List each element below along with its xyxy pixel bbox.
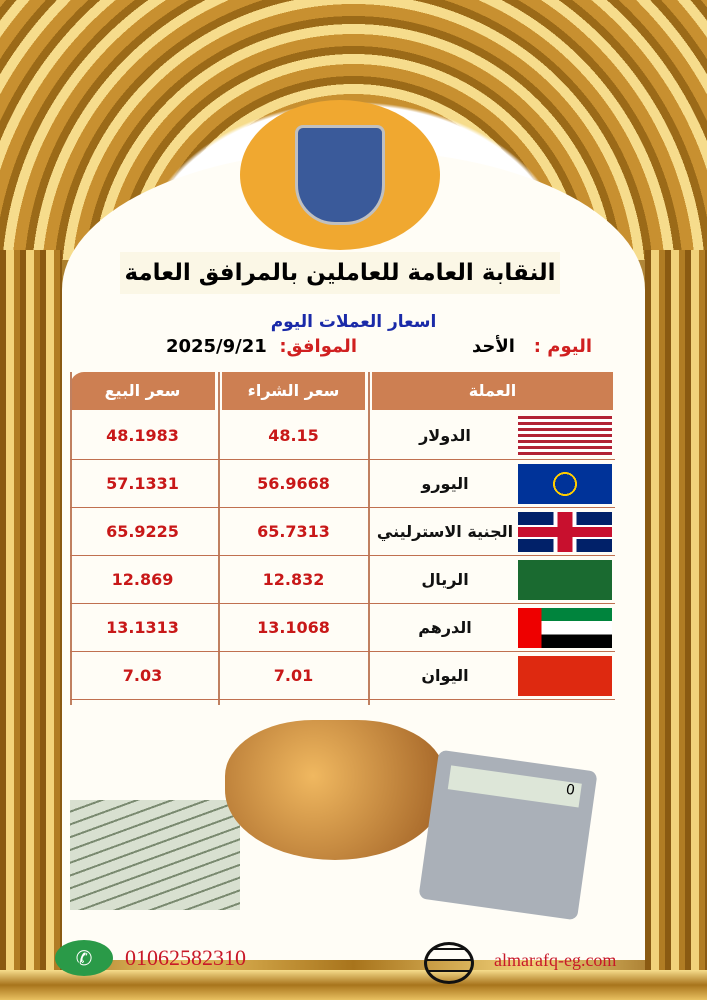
currency-row: 13.1313 13.1068 الدرهم (70, 604, 615, 652)
buy-price: 12.832 (262, 570, 325, 589)
currency-name: الريال (421, 570, 469, 589)
divider (70, 372, 72, 705)
currency-name: الجنية الاسترليني (376, 522, 514, 541)
calculator-display: 0 (447, 765, 582, 808)
uae-flag-icon (518, 608, 612, 648)
header-sell: سعر البيع (70, 372, 215, 410)
whatsapp-icon: ✆ (55, 940, 113, 976)
eu-flag-icon (518, 464, 612, 504)
date-value: 2025/9/21 (165, 336, 267, 357)
china-flag-icon (518, 656, 612, 696)
buy-price: 65.7313 (257, 522, 330, 541)
currency-name: اليوان (421, 666, 469, 685)
currency-row: 7.03 7.01 اليوان (70, 652, 615, 700)
buy-price: 56.9668 (257, 474, 330, 493)
sell-price: 48.1983 (106, 426, 179, 445)
right-pillar (645, 250, 707, 970)
globe-icon (424, 942, 474, 984)
gold-pot-image (225, 720, 445, 860)
cash-stack-image (70, 800, 240, 910)
currency-row: 65.9225 65.7313 الجنية الاسترليني (70, 508, 615, 556)
us-flag-icon (518, 416, 612, 456)
currency-row: 12.869 12.832 الريال (70, 556, 615, 604)
date-field: الموافق: 2025/9/21 (166, 336, 357, 357)
day-label: اليوم : (533, 336, 592, 357)
header-currency: العملة (372, 372, 613, 410)
date-label: الموافق: (279, 336, 357, 357)
union-logo (240, 100, 440, 250)
currency-name: اليورو (421, 474, 469, 493)
subtitle: اسعار العملات اليوم (270, 312, 437, 332)
sell-price: 7.03 (122, 666, 163, 685)
calculator-image: 0 (418, 749, 598, 921)
uk-flag-icon (518, 512, 612, 552)
phone-number: 01062582310 (125, 945, 246, 970)
sell-price: 12.869 (111, 570, 174, 589)
buy-price: 13.1068 (257, 618, 330, 637)
currency-row: 48.1983 48.15 الدولار (70, 412, 615, 460)
sell-price: 13.1313 (106, 618, 179, 637)
left-pillar (0, 250, 62, 970)
day-value: الأحد (472, 336, 515, 357)
sell-price: 57.1331 (106, 474, 179, 493)
page-title: النقابة العامة للعاملين بالمرافق العامة (120, 252, 560, 294)
bottom-frame (0, 970, 707, 1000)
saudi-flag-icon (518, 560, 612, 600)
buy-price: 7.01 (273, 666, 314, 685)
day-field: اليوم : الأحد (472, 336, 592, 357)
buy-price: 48.15 (268, 426, 319, 445)
currency-name: الدولار (419, 426, 471, 445)
header-buy: سعر الشراء (222, 372, 365, 410)
divider (218, 372, 220, 705)
website-link[interactable]: almarafq-eg.com (494, 950, 617, 970)
currency-row: 57.1331 56.9668 اليورو (70, 460, 615, 508)
sell-price: 65.9225 (106, 522, 179, 541)
currency-name: الدرهم (418, 618, 472, 637)
divider (368, 372, 370, 705)
